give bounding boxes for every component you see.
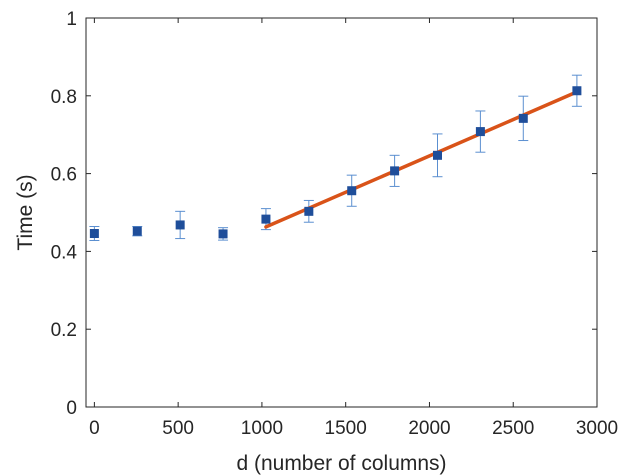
x-tick-label: 3000 — [576, 418, 618, 439]
data-point — [261, 214, 271, 224]
data-point — [433, 150, 443, 160]
data-point — [475, 127, 485, 137]
x-tick-label: 2500 — [492, 418, 534, 439]
data-point — [518, 113, 528, 123]
y-tick-label: 1 — [66, 9, 77, 30]
data-point — [132, 226, 142, 236]
x-axis-label: d (number of columns) — [236, 452, 446, 475]
data-point — [89, 229, 99, 239]
y-tick-label: 0.8 — [51, 87, 77, 108]
tick-labels: 0 500 1000 1500 2000 2500 3000 0 0.2 0.4 0.6 0.8 1 — [51, 9, 619, 439]
x-tick-label: 1500 — [325, 418, 367, 439]
y-tick-label: 0.6 — [51, 165, 77, 186]
y-axis-label: Time (s) — [14, 174, 37, 250]
y-tick-label: 0.2 — [51, 320, 77, 341]
y-tick-label: 0 — [66, 398, 77, 419]
x-tick-label: 0 — [89, 418, 100, 439]
y-tick-label: 0.4 — [51, 242, 78, 263]
error-bars — [89, 74, 582, 242]
data-point — [175, 220, 185, 230]
data-point — [572, 86, 582, 96]
x-tick-label: 2000 — [408, 418, 450, 439]
axes — [85, 17, 598, 408]
data-point — [218, 229, 228, 239]
plot-frame — [85, 17, 598, 408]
data-point — [390, 166, 400, 176]
data-point — [304, 206, 314, 216]
x-tick-label: 1000 — [241, 418, 283, 439]
fit-line-layer — [264, 90, 579, 229]
fit-line — [264, 90, 579, 229]
data-point — [347, 186, 357, 196]
x-tick-label: 500 — [162, 418, 194, 439]
data-points — [89, 86, 582, 239]
